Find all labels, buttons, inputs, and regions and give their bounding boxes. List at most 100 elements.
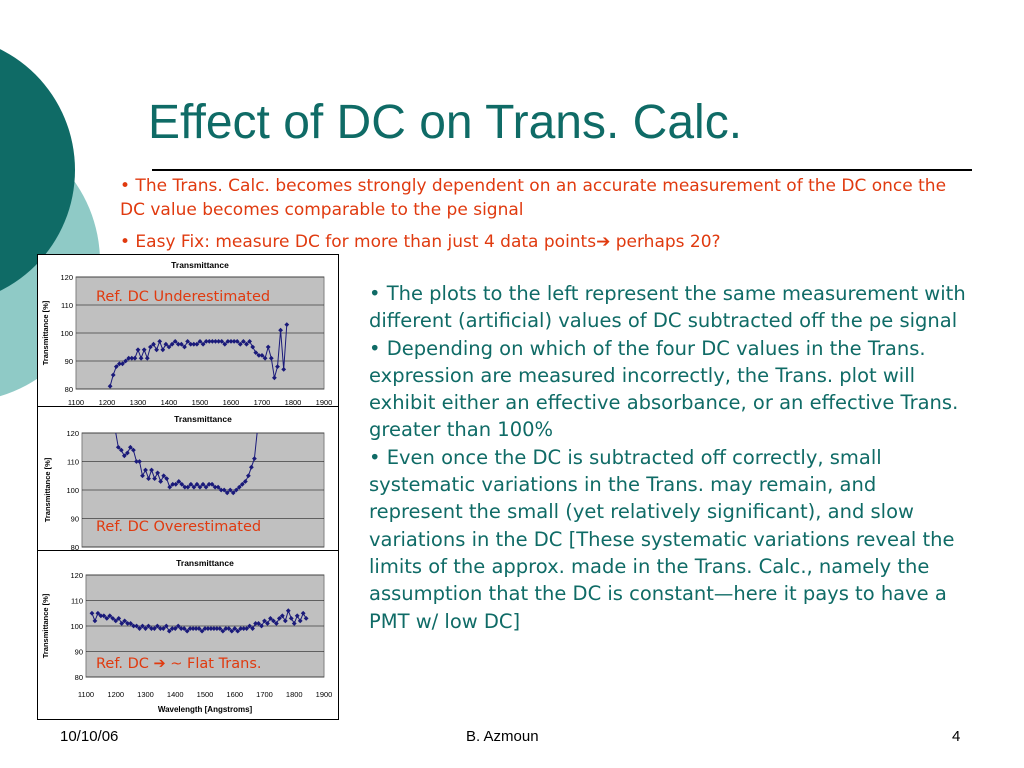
data-point bbox=[244, 341, 249, 347]
y-tick-label: 100 bbox=[70, 622, 83, 631]
data-point bbox=[89, 610, 95, 616]
data-point bbox=[179, 481, 185, 487]
y-tick-label: 90 bbox=[75, 648, 83, 657]
data-point bbox=[191, 484, 197, 490]
right-bullet-3: • Even once the DC is subtracted off cor… bbox=[369, 445, 955, 633]
data-point bbox=[188, 481, 194, 487]
data-point bbox=[107, 383, 113, 389]
data-point bbox=[172, 339, 178, 344]
x-tick-label: 1400 bbox=[161, 398, 178, 407]
data-point bbox=[194, 341, 200, 347]
data-point bbox=[222, 341, 228, 347]
data-point bbox=[242, 479, 248, 484]
data-point bbox=[232, 626, 238, 631]
data-point bbox=[120, 361, 125, 367]
data-point bbox=[228, 339, 234, 344]
y-tick-label: 110 bbox=[67, 458, 79, 467]
data-point bbox=[176, 479, 182, 484]
data-point bbox=[197, 484, 203, 490]
data-point bbox=[297, 618, 303, 624]
x-tick-label: 1400 bbox=[167, 690, 184, 699]
data-point bbox=[209, 481, 215, 487]
data-point bbox=[155, 470, 161, 476]
footer-date: 10/10/06 bbox=[60, 728, 119, 745]
data-point bbox=[274, 621, 279, 626]
x-tick-label: 1100 bbox=[68, 398, 84, 407]
data-point bbox=[262, 355, 268, 361]
data-point bbox=[170, 481, 176, 487]
data-point bbox=[212, 484, 218, 490]
right-bullet-2: • Depending on which of the four DC valu… bbox=[369, 336, 959, 442]
data-point bbox=[256, 353, 262, 358]
series-group bbox=[89, 608, 309, 634]
x-tick-label: 1700 bbox=[256, 690, 273, 699]
data-point bbox=[223, 626, 229, 631]
footer-page-number: 4 bbox=[952, 728, 961, 745]
data-point bbox=[95, 610, 101, 616]
data-point bbox=[125, 621, 131, 626]
data-point bbox=[225, 339, 231, 344]
top-bullet-1: • The Trans. Calc. becomes strongly depe… bbox=[120, 176, 947, 220]
data-point bbox=[132, 355, 138, 361]
data-point bbox=[197, 339, 203, 344]
data-point bbox=[239, 481, 245, 487]
data-point bbox=[190, 626, 196, 631]
data-point bbox=[101, 613, 107, 619]
data-point bbox=[169, 626, 175, 631]
data-point bbox=[182, 484, 188, 490]
data-point bbox=[134, 623, 139, 629]
data-point bbox=[205, 626, 211, 631]
x-tick-label: 1300 bbox=[130, 398, 147, 407]
y-axis-label: Transmittance [%] bbox=[41, 593, 50, 658]
chart-title: Transmittance bbox=[171, 260, 229, 270]
chart-flat: 80 90 100 110 120 1100 1200 1300 1400 1500 1600 170… bbox=[41, 558, 332, 714]
data-point bbox=[104, 615, 110, 621]
data-point bbox=[285, 608, 291, 614]
data-point bbox=[163, 623, 169, 629]
data-point bbox=[149, 467, 154, 473]
y-tick-label: 120 bbox=[60, 273, 73, 282]
data-point bbox=[141, 347, 147, 353]
data-point bbox=[185, 484, 191, 490]
data-point bbox=[116, 615, 122, 621]
data-point bbox=[98, 613, 104, 619]
data-point bbox=[194, 481, 200, 487]
chart-annotation-underestimated: Ref. DC Underestimated bbox=[96, 289, 271, 305]
data-point bbox=[303, 615, 309, 621]
x-tick-label: 1300 bbox=[137, 690, 154, 699]
data-point bbox=[271, 618, 276, 624]
data-point bbox=[208, 626, 214, 631]
data-point bbox=[241, 626, 247, 631]
data-point bbox=[196, 626, 202, 631]
data-point bbox=[203, 484, 209, 490]
data-point bbox=[215, 484, 221, 490]
data-point bbox=[188, 341, 194, 347]
title-divider bbox=[152, 169, 972, 171]
y-tick-label: 120 bbox=[66, 429, 79, 438]
data-point bbox=[268, 355, 274, 361]
data-point bbox=[241, 339, 246, 344]
data-point bbox=[231, 339, 237, 344]
data-point bbox=[210, 339, 215, 344]
data-point bbox=[279, 613, 285, 619]
data-point bbox=[191, 341, 197, 347]
data-point bbox=[121, 453, 127, 459]
data-point bbox=[211, 626, 217, 631]
x-tick-label: 1800 bbox=[286, 690, 303, 699]
data-point bbox=[288, 615, 294, 621]
series-line bbox=[109, 324, 288, 387]
y-tick-label: 120 bbox=[70, 571, 83, 580]
y-tick-label: 80 bbox=[75, 673, 83, 682]
x-tick-label: 1900 bbox=[316, 398, 333, 407]
data-point bbox=[92, 618, 98, 624]
data-point bbox=[219, 339, 225, 344]
data-point bbox=[175, 341, 181, 347]
chart-panel-overestimated: 80 90 100 110 120 Transmittance Transmittance … bbox=[37, 406, 339, 552]
data-point bbox=[146, 623, 151, 629]
data-point bbox=[117, 361, 122, 367]
data-point bbox=[253, 621, 258, 626]
chart-annotation-flat: Ref. DC ➔ ~ Flat Trans. bbox=[96, 656, 262, 672]
data-point bbox=[166, 628, 172, 634]
data-point bbox=[158, 479, 164, 484]
data-point bbox=[113, 428, 118, 433]
